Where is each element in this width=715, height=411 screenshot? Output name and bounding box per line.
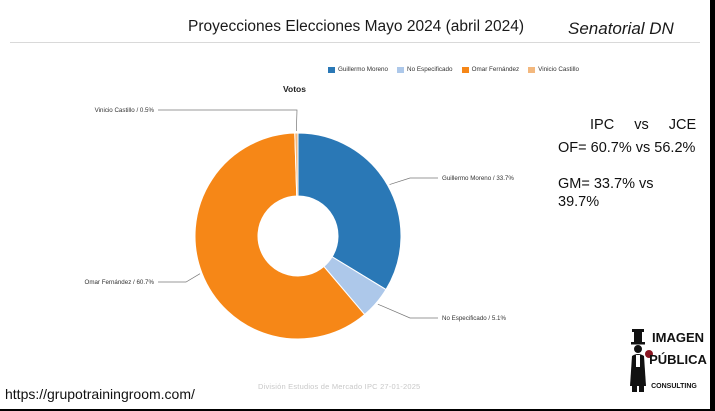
logo-line3: CONSULTING (651, 383, 697, 390)
source-url: https://grupotrainingroom.com/ (5, 386, 195, 402)
logo-line2: PÚBLICA (649, 352, 707, 367)
pie-slice (194, 132, 366, 340)
imagen-publica-logo: IMAGEN PÚBLICA CONSULTING (630, 329, 707, 392)
legend-item: Omar Fernández (461, 66, 520, 73)
legend-item: No Especificado (397, 66, 453, 73)
comparison-header-ipc: IPC (590, 117, 615, 133)
pie-slice (294, 132, 299, 197)
leader-line (158, 273, 201, 283)
legend-label: Vinicio Castillo (538, 66, 580, 73)
legend-item: Guillermo Moreno (328, 66, 388, 73)
leader-line (158, 109, 298, 132)
comparison-header-vs: vs (634, 117, 649, 133)
chart-slices (194, 132, 402, 340)
footer-credit: División Estudios de Mercado IPC 27-01-2… (258, 382, 421, 391)
slice-data-label: Vinicio Castillo / 0.5% (95, 107, 155, 114)
slice-data-label: No Especificado / 5.1% (442, 315, 506, 322)
page-title: Proyecciones Elecciones Mayo 2024 (abril… (188, 18, 525, 35)
legend-label: No Especificado (407, 66, 453, 73)
page-subtitle: Senatorial DN (568, 19, 674, 38)
comparison-header: IPC vs JCE (590, 117, 696, 133)
slice-data-label: Guillermo Moreno / 33.7% (442, 175, 514, 182)
legend-swatch (328, 66, 335, 73)
comparison-header-jce: JCE (668, 117, 697, 133)
pie-slice (297, 132, 402, 291)
comparison-of: OF= 60.7% vs 56.2% (558, 140, 696, 156)
divider (10, 42, 700, 43)
leader-line (389, 177, 438, 185)
legend-item: Vinicio Castillo (528, 66, 579, 73)
legend-swatch (397, 66, 405, 73)
chart-leader-lines: Guillermo Moreno / 33.7% No Especificado … (85, 107, 515, 322)
legend-label: Guillermo Moreno (338, 66, 389, 73)
chart-title: Votos (283, 84, 306, 94)
legend-swatch (528, 66, 536, 73)
legend-swatch (461, 66, 469, 73)
chart-legend: Guillermo Moreno No Especificado Omar Fe… (328, 66, 579, 73)
logo-line1: IMAGEN (652, 330, 704, 345)
comparison-gm: GM= 33.7% vs 39.7% (558, 176, 654, 210)
legend-label: Omar Fernández (471, 66, 520, 73)
slice-data-label: Omar Fernández / 60.7% (85, 279, 155, 286)
leader-line (377, 303, 438, 319)
